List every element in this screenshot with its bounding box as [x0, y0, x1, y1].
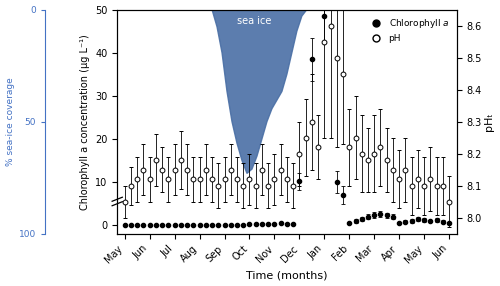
Y-axis label: Chlorophyll a concentration (μg L⁻¹): Chlorophyll a concentration (μg L⁻¹) — [80, 34, 90, 210]
Text: sea ice: sea ice — [238, 16, 272, 26]
Y-axis label: % sea-ice coverage: % sea-ice coverage — [6, 77, 15, 166]
Polygon shape — [212, 9, 310, 173]
Legend: Chlorophyll $a$, pH: Chlorophyll $a$, pH — [364, 14, 452, 46]
Y-axis label: pHₜ: pHₜ — [484, 112, 494, 131]
X-axis label: Time (months): Time (months) — [246, 271, 328, 281]
